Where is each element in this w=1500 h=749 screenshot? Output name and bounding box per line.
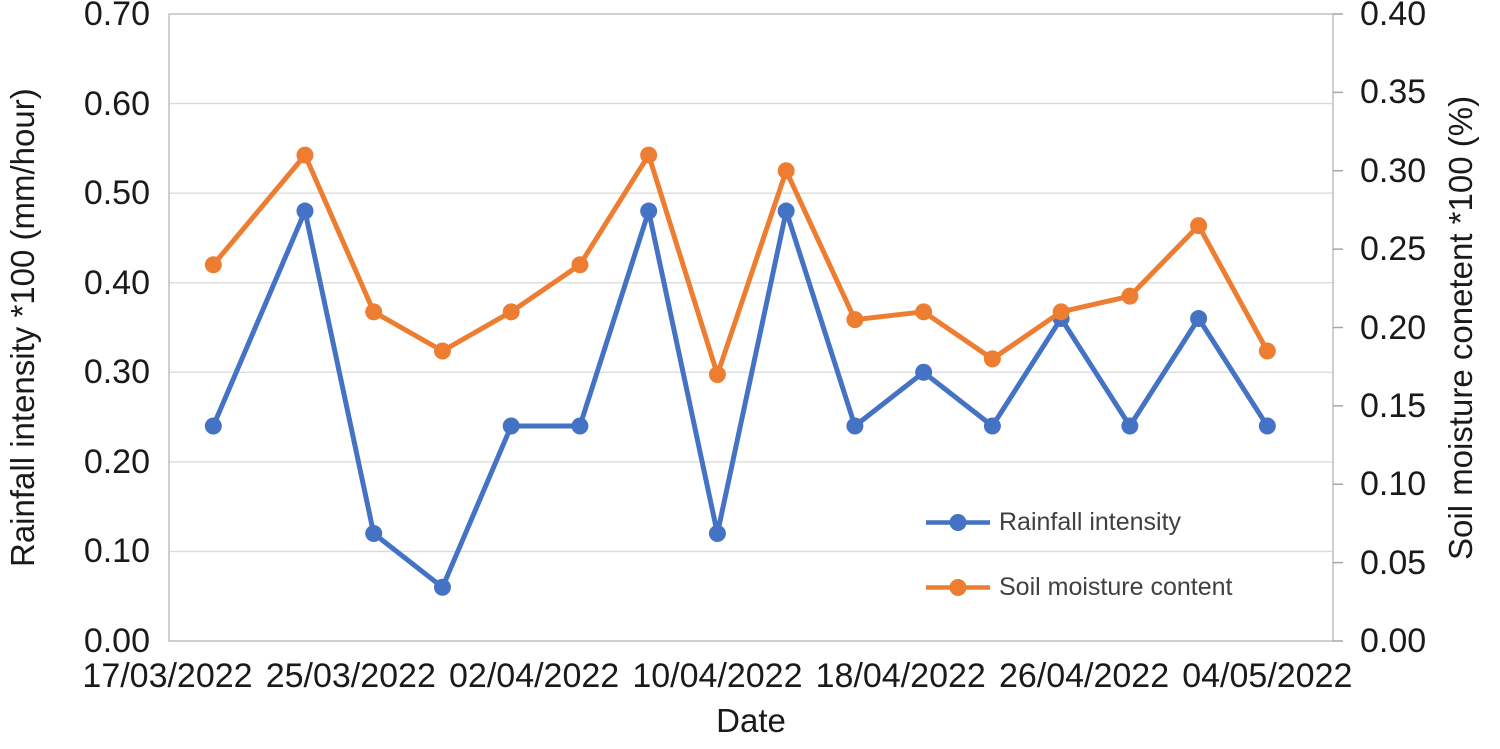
data-point-marker-soil-moisture-content bbox=[502, 303, 520, 321]
data-point-marker-soil-moisture-content bbox=[640, 146, 658, 164]
x-axis-tick-label: 18/04/2022 bbox=[815, 657, 986, 695]
data-point-marker-rainfall-intensity bbox=[502, 417, 520, 435]
data-point-marker-rainfall-intensity bbox=[1258, 417, 1276, 435]
data-point-marker-soil-moisture-content bbox=[777, 162, 795, 180]
data-point-marker-rainfall-intensity bbox=[915, 363, 933, 381]
left-axis-tick-label: 0.70 bbox=[83, 0, 150, 33]
data-point-marker-soil-moisture-content bbox=[296, 146, 314, 164]
legend-item-soil-moisture-content: Soil moisture content bbox=[926, 573, 1233, 601]
x-axis-tick-label: 10/04/2022 bbox=[632, 657, 803, 695]
data-point-marker-soil-moisture-content bbox=[365, 303, 383, 321]
left-axis-tick-label: 0.20 bbox=[83, 442, 150, 481]
series-line-soil-moisture-content bbox=[210, 152, 1270, 377]
data-point-marker-soil-moisture-content bbox=[1121, 287, 1139, 305]
left-axis-tick-label: 0.00 bbox=[83, 622, 150, 660]
right-axis-tick-label: 0.10 bbox=[1360, 465, 1427, 504]
x-axis-tick-label: 02/04/2022 bbox=[449, 657, 620, 695]
x-axis-title: Date bbox=[716, 702, 786, 739]
data-point-marker-rainfall-intensity bbox=[640, 202, 658, 220]
left-axis-tick-label: 0.50 bbox=[83, 174, 150, 213]
data-point-marker-soil-moisture-content bbox=[433, 342, 451, 360]
data-point-marker-rainfall-intensity bbox=[983, 417, 1001, 435]
x-axis-tick-label: 17/03/2022 bbox=[82, 657, 253, 695]
right-axis-tick-label: 0.20 bbox=[1360, 308, 1427, 347]
data-point-marker-soil-moisture-content bbox=[846, 311, 864, 329]
legend-marker-soil-moisture-content bbox=[926, 579, 990, 596]
legend-label: Soil moisture content bbox=[999, 573, 1233, 601]
data-point-marker-soil-moisture-content bbox=[571, 256, 589, 274]
data-point-marker-rainfall-intensity bbox=[365, 525, 383, 543]
data-point-marker-rainfall-intensity bbox=[1190, 310, 1208, 328]
data-point-marker-soil-moisture-content bbox=[1052, 303, 1070, 321]
right-axis-tick-label: 0.35 bbox=[1360, 73, 1427, 112]
right-axis-tick-label: 0.15 bbox=[1360, 386, 1427, 425]
legend-label: Rainfall intensity bbox=[999, 508, 1182, 536]
data-point-marker-rainfall-intensity bbox=[1121, 417, 1139, 435]
data-point-marker-soil-moisture-content bbox=[1258, 342, 1276, 360]
left-axis-tick-label: 0.40 bbox=[83, 263, 150, 302]
x-axis-tick-label: 26/04/2022 bbox=[998, 657, 1170, 695]
left-axis-tick-label: 0.10 bbox=[83, 532, 150, 571]
data-point-marker-rainfall-intensity bbox=[433, 578, 451, 596]
data-point-marker-rainfall-intensity bbox=[204, 417, 222, 435]
right-axis-tick-label: 0.40 bbox=[1360, 0, 1427, 33]
left-axis-tick-label: 0.60 bbox=[83, 84, 150, 123]
data-point-marker-soil-moisture-content bbox=[708, 366, 726, 384]
data-point-marker-soil-moisture-content bbox=[983, 350, 1001, 368]
x-axis-tick-label: 04/05/2022 bbox=[1182, 657, 1353, 695]
legend: Rainfall intensity Soil moisture content bbox=[926, 508, 1233, 639]
right-axis-tick-label: 0.30 bbox=[1360, 151, 1427, 190]
left-axis-tick-label: 0.30 bbox=[83, 353, 150, 392]
right-axis-tick-label: 0.00 bbox=[1360, 622, 1427, 660]
data-point-marker-rainfall-intensity bbox=[708, 525, 726, 543]
right-axis-tick-label: 0.25 bbox=[1360, 230, 1427, 269]
data-point-marker-rainfall-intensity bbox=[571, 417, 589, 435]
data-point-marker-soil-moisture-content bbox=[915, 303, 933, 321]
legend-item-rainfall-intensity: Rainfall intensity bbox=[926, 508, 1232, 536]
legend-marker-rainfall-intensity bbox=[926, 514, 990, 531]
series-line-rainfall-intensity bbox=[210, 208, 1270, 590]
data-point-marker-soil-moisture-content bbox=[1190, 217, 1208, 235]
right-axis-tick-label: 0.05 bbox=[1360, 543, 1427, 582]
data-point-marker-rainfall-intensity bbox=[296, 202, 314, 220]
data-point-marker-rainfall-intensity bbox=[777, 202, 795, 220]
data-point-marker-soil-moisture-content bbox=[204, 256, 222, 274]
data-point-marker-rainfall-intensity bbox=[846, 417, 864, 435]
x-axis-tick-label: 25/03/2022 bbox=[265, 657, 436, 695]
